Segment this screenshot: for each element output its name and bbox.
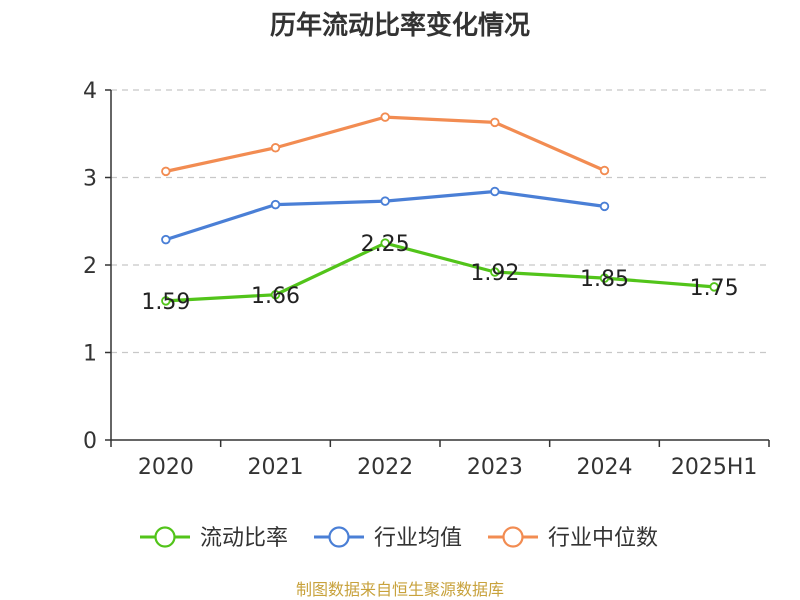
- series-layer: [161, 112, 719, 306]
- series-2-point-2023: [490, 117, 500, 128]
- series-1-point-2021: [270, 199, 281, 210]
- series-0-point-2020: [161, 296, 171, 306]
- x-tick-label-2021: 2021: [248, 455, 304, 480]
- series-1-point-2020: [161, 234, 171, 245]
- series-1-point-2024: [599, 201, 610, 212]
- y-tick-label-3: 3: [83, 167, 97, 192]
- legend-item-1[interactable]: 行业均值: [314, 526, 462, 551]
- data-label-2021: 1.66: [251, 284, 300, 309]
- legend[interactable]: 流动比率 行业均值 行业中位数: [140, 526, 658, 551]
- x-tick-label-2020: 2020: [138, 455, 194, 480]
- chart-title: 历年流动比率变化情况: [270, 10, 530, 41]
- x-tick-label-2024: 2024: [577, 455, 633, 480]
- series-0-point-2025H1: [709, 282, 719, 292]
- data-label-2025H1: 1.75: [690, 276, 739, 301]
- x-tick-label-2025H1: 2025H1: [671, 455, 758, 480]
- data-label-2022: 2.25: [361, 232, 410, 257]
- series-0-point-2023: [490, 267, 500, 277]
- legend-label: 行业均值: [374, 526, 462, 551]
- y-tick-label-2: 2: [83, 254, 97, 279]
- x-tick-label-2022: 2022: [357, 455, 413, 480]
- legend-label: 行业中位数: [548, 526, 658, 551]
- series-0-point-2024: [599, 273, 610, 283]
- series-line-0: [165, 241, 715, 303]
- y-tick-label-1: 1: [83, 342, 97, 367]
- series-2-point-2020: [161, 166, 171, 177]
- data-label-2023: 1.92: [470, 261, 519, 286]
- y-tick-label-4: 4: [83, 79, 97, 104]
- series-1-point-2022: [380, 196, 390, 206]
- legend-swatch-marker: [328, 526, 350, 548]
- series-0-point-2021: [270, 290, 281, 300]
- source-note: 制图数据来自恒生聚源数据库: [296, 580, 504, 599]
- series-line-2: [165, 115, 606, 173]
- series-2-point-2021: [270, 143, 281, 153]
- data-label-2024: 1.85: [580, 267, 629, 292]
- data-labels: 1.59 1.66 2.25 1.92 1.85 1.75: [141, 232, 738, 315]
- y-tick-label-0: 0: [83, 429, 97, 454]
- legend-swatch-marker: [502, 526, 524, 548]
- legend-label: 流动比率: [200, 526, 288, 551]
- series-0-point-2022: [380, 238, 390, 248]
- axes: 0 1 2 3 4 2020 2021 2022 2023 2024 2025H1: [83, 79, 770, 480]
- gridlines: [111, 89, 769, 354]
- data-label-2020: 1.59: [141, 290, 190, 315]
- x-tick-label-2023: 2023: [467, 455, 523, 480]
- legend-item-0[interactable]: 流动比率: [140, 526, 288, 551]
- series-2-point-2022: [380, 112, 390, 122]
- legend-item-2[interactable]: 行业中位数: [488, 526, 658, 551]
- series-2-point-2024: [599, 165, 610, 176]
- series-1-point-2023: [490, 186, 500, 197]
- legend-swatch-marker: [154, 526, 176, 548]
